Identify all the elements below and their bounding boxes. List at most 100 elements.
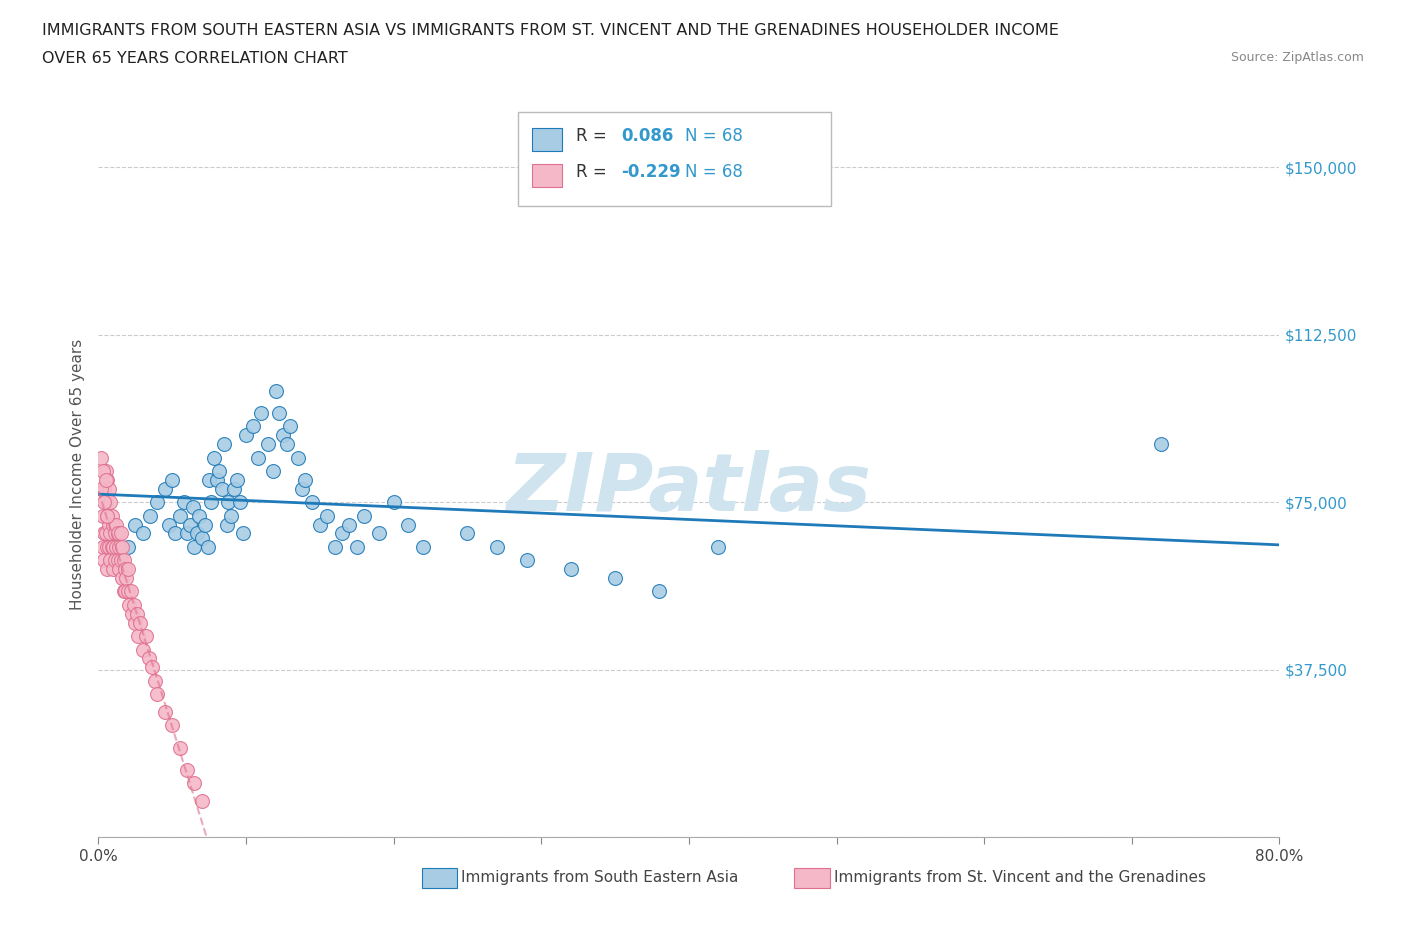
Point bbox=[162, 472, 183, 487]
Point bbox=[648, 584, 671, 599]
Point bbox=[169, 740, 191, 755]
Y-axis label: Householder Income Over 65 years: Householder Income Over 65 years bbox=[69, 339, 84, 610]
Point bbox=[165, 526, 187, 541]
Point bbox=[153, 705, 176, 720]
Point bbox=[108, 562, 131, 577]
Point bbox=[346, 539, 368, 554]
Point bbox=[202, 450, 225, 465]
Point bbox=[186, 526, 208, 541]
Point bbox=[103, 539, 125, 554]
Point bbox=[183, 776, 205, 790]
Point bbox=[94, 526, 117, 541]
Text: IMMIGRANTS FROM SOUTH EASTERN ASIA VS IMMIGRANTS FROM ST. VINCENT AND THE GRENAD: IMMIGRANTS FROM SOUTH EASTERN ASIA VS IM… bbox=[42, 23, 1059, 38]
Point bbox=[224, 482, 246, 497]
Point bbox=[211, 482, 233, 497]
Point bbox=[169, 508, 191, 523]
Point bbox=[111, 571, 134, 586]
Point bbox=[208, 463, 231, 478]
Point bbox=[96, 539, 118, 554]
Point bbox=[198, 472, 221, 487]
Point bbox=[128, 616, 150, 631]
Text: 0.086: 0.086 bbox=[621, 126, 673, 144]
Point bbox=[212, 437, 235, 452]
Point bbox=[104, 552, 127, 567]
Point bbox=[226, 472, 249, 487]
Point bbox=[111, 539, 134, 554]
Point bbox=[132, 642, 155, 657]
Point bbox=[323, 539, 346, 554]
Point bbox=[97, 517, 120, 532]
Point bbox=[96, 508, 118, 523]
Point bbox=[94, 472, 117, 487]
Point bbox=[90, 482, 112, 497]
Point bbox=[114, 584, 136, 599]
Point bbox=[93, 526, 115, 541]
Point bbox=[121, 606, 143, 621]
Point bbox=[104, 526, 127, 541]
Point bbox=[117, 584, 139, 599]
Point bbox=[276, 437, 298, 452]
Point bbox=[486, 539, 509, 554]
Point bbox=[191, 530, 214, 545]
Point bbox=[316, 508, 339, 523]
Point bbox=[114, 562, 136, 577]
Point bbox=[194, 517, 217, 532]
Point bbox=[339, 517, 361, 532]
Point bbox=[93, 495, 115, 510]
Point bbox=[179, 517, 201, 532]
Point bbox=[246, 450, 269, 465]
Point bbox=[115, 571, 138, 586]
Text: Immigrants from South Eastern Asia: Immigrants from South Eastern Asia bbox=[461, 870, 738, 885]
Text: OVER 65 YEARS CORRELATION CHART: OVER 65 YEARS CORRELATION CHART bbox=[42, 51, 347, 66]
Point bbox=[162, 718, 183, 733]
Point bbox=[93, 482, 115, 497]
Point bbox=[262, 463, 284, 478]
Point bbox=[309, 517, 332, 532]
Point bbox=[229, 495, 252, 510]
Point bbox=[91, 508, 114, 523]
Point bbox=[181, 499, 204, 514]
Point bbox=[93, 552, 115, 567]
Point bbox=[183, 539, 205, 554]
Point bbox=[125, 606, 148, 621]
Point bbox=[110, 552, 132, 567]
Point bbox=[132, 526, 155, 541]
Point bbox=[157, 517, 180, 532]
Point bbox=[330, 526, 353, 541]
Point bbox=[112, 552, 135, 567]
Point bbox=[108, 539, 131, 554]
Point bbox=[217, 495, 239, 510]
Point bbox=[197, 539, 219, 554]
Point bbox=[91, 463, 114, 478]
Point bbox=[98, 495, 121, 510]
Point bbox=[294, 472, 316, 487]
Point bbox=[176, 763, 198, 777]
Point bbox=[112, 584, 135, 599]
Point bbox=[1150, 437, 1173, 452]
Point bbox=[94, 495, 117, 510]
Point bbox=[353, 508, 375, 523]
Point bbox=[135, 629, 157, 644]
Point bbox=[235, 428, 257, 443]
Point bbox=[382, 495, 405, 510]
Bar bbox=[531, 127, 562, 151]
Text: Immigrants from St. Vincent and the Grenadines: Immigrants from St. Vincent and the Gren… bbox=[834, 870, 1206, 885]
Point bbox=[605, 571, 627, 586]
Point bbox=[205, 472, 228, 487]
Point bbox=[90, 450, 112, 465]
Point bbox=[105, 539, 128, 554]
Point bbox=[200, 495, 222, 510]
Point bbox=[103, 562, 125, 577]
Point bbox=[139, 508, 162, 523]
Text: N = 68: N = 68 bbox=[685, 163, 742, 180]
Point bbox=[291, 482, 314, 497]
Point bbox=[215, 517, 238, 532]
Point bbox=[398, 517, 420, 532]
Point bbox=[187, 508, 209, 523]
Point bbox=[232, 526, 254, 541]
Point bbox=[127, 629, 149, 644]
Text: -0.229: -0.229 bbox=[621, 163, 681, 180]
Point bbox=[103, 517, 125, 532]
Text: Source: ZipAtlas.com: Source: ZipAtlas.com bbox=[1230, 51, 1364, 64]
Point bbox=[91, 539, 114, 554]
